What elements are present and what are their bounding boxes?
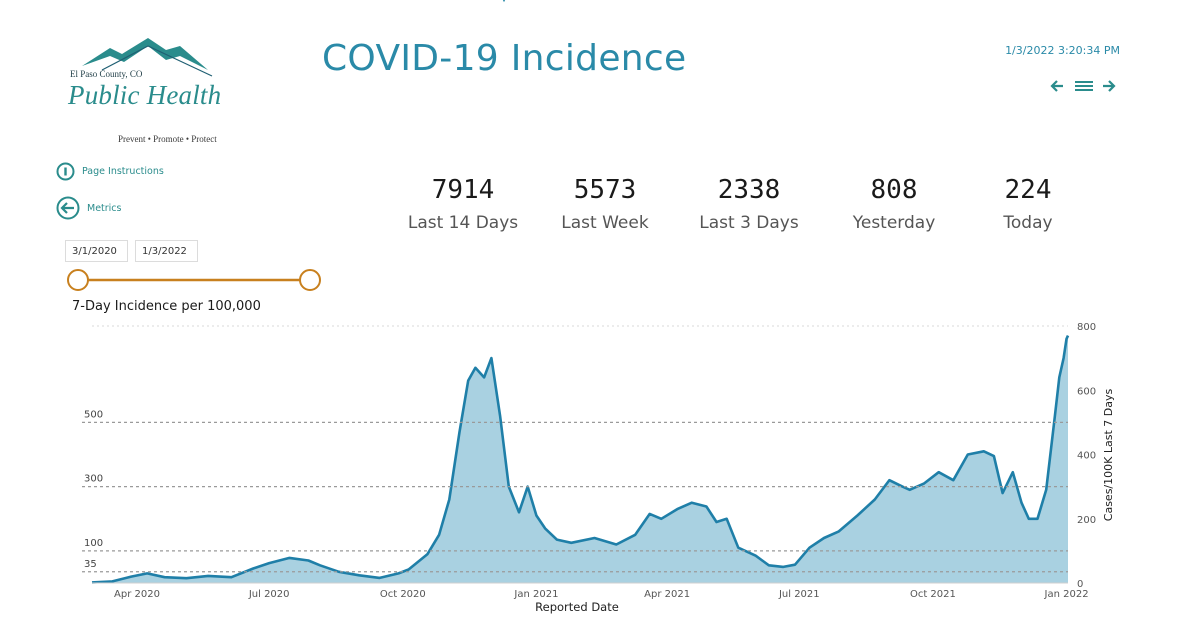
date-range-slider[interactable] [66, 268, 324, 292]
page-instructions-link[interactable]: Page Instructions [56, 162, 164, 181]
page-title: COVID-19 Incidence [322, 38, 687, 79]
reference-label-100: 100 [84, 538, 103, 549]
series-line [91, 335, 1070, 584]
kpi-value: 808 [870, 175, 918, 205]
reference-label-300: 300 [84, 474, 103, 485]
kpi-yesterday: 808 Yesterday [819, 175, 969, 233]
y-axis-title: Cases/100K Last 7 Days [1102, 389, 1115, 522]
kpi-label: Last 14 Days [407, 213, 519, 233]
start-date-input[interactable]: 3/1/2020 [65, 240, 128, 262]
x-tick-label: Jan 2021 [513, 589, 558, 600]
public-health-logo: El Paso County, CO Public Health Prevent… [62, 36, 222, 146]
arrow-right-icon[interactable] [1101, 78, 1117, 94]
kpi-label: Last Week [561, 213, 649, 233]
info-icon [56, 162, 75, 181]
slider-start-handle[interactable] [67, 269, 89, 291]
logo-county-text: El Paso County, CO [70, 69, 143, 79]
chart-title: 7-Day Incidence per 100,000 [72, 299, 261, 314]
y-tick-label: 600 [1077, 386, 1096, 397]
kpi-value: 7914 [431, 175, 495, 205]
x-tick-label: Oct 2020 [380, 589, 426, 600]
x-tick-label: Jul 2021 [778, 589, 820, 600]
y-tick-label: 0 [1077, 579, 1083, 590]
kpi-last-3-days: 2338 Last 3 Days [674, 175, 824, 233]
series-area [92, 335, 1068, 583]
kpi-last-14-days: 7914 Last 14 Days [388, 175, 538, 233]
y-tick-label: 200 [1077, 515, 1096, 526]
kpi-last-week: 5573 Last Week [530, 175, 680, 233]
reference-label-500: 500 [84, 409, 103, 420]
kpi-value: 5573 [573, 175, 637, 205]
kpi-today: 224 Today [953, 175, 1103, 233]
page-navigation [1049, 78, 1119, 96]
arrow-left-icon[interactable] [1049, 78, 1065, 94]
metrics-label: Metrics [87, 202, 122, 214]
x-tick-label: Apr 2020 [114, 589, 160, 600]
end-date-input[interactable]: 1/3/2022 [135, 240, 198, 262]
kpi-label: Yesterday [852, 213, 936, 233]
metrics-link[interactable]: Metrics [56, 196, 121, 220]
x-tick-label: Oct 2021 [910, 589, 956, 600]
y-tick-label: 800 [1077, 322, 1096, 333]
logo-tagline: Prevent • Promote • Protect [118, 134, 217, 144]
x-axis-title: Reported Date [535, 600, 619, 614]
y-tick-label: 400 [1077, 451, 1096, 462]
page-instructions-label: Page Instructions [82, 166, 164, 177]
kpi-value: 2338 [717, 175, 781, 205]
slider-end-handle[interactable] [299, 269, 321, 291]
list-menu-icon[interactable] [1074, 78, 1094, 94]
kpi-value: 224 [1004, 175, 1052, 205]
back-circle-arrow-icon [56, 196, 80, 220]
kpi-label: Today [1003, 213, 1053, 233]
refresh-timestamp: 1/3/2022 3:20:34 PM [1005, 44, 1120, 57]
logo-wordmark: Public Health [68, 80, 222, 110]
x-tick-label: Jan 2022 [1044, 589, 1089, 600]
mountain-logo-icon [82, 38, 213, 77]
reference-label-35: 35 [84, 559, 97, 570]
x-tick-label: Jul 2020 [248, 589, 290, 600]
x-tick-label: Apr 2021 [644, 589, 690, 600]
kpi-label: Last 3 Days [699, 213, 799, 233]
